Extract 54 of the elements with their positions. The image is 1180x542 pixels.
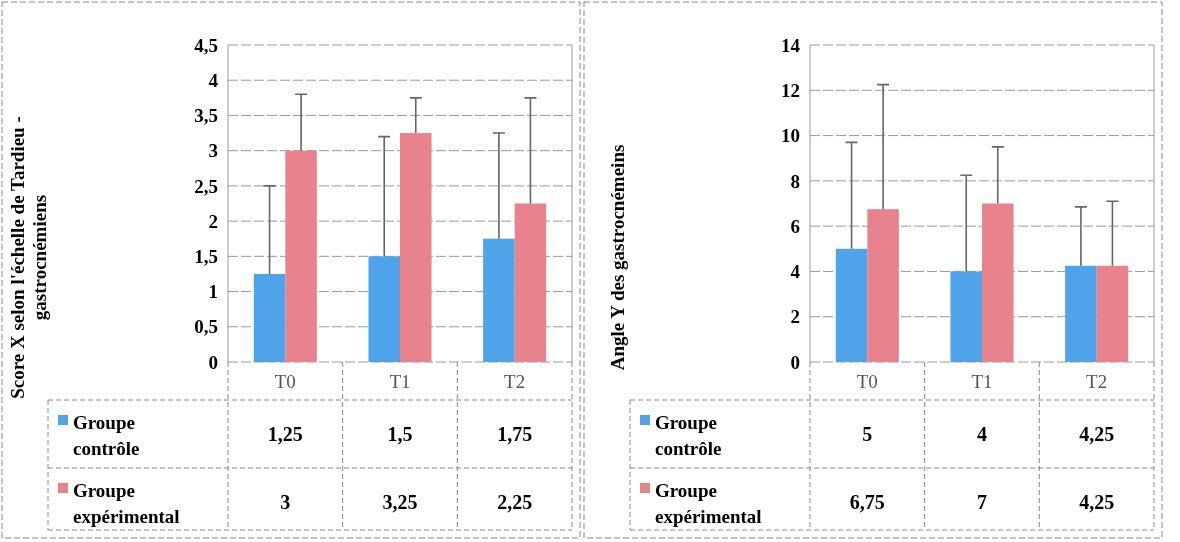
data-label: 2,25: [497, 491, 533, 513]
data-label: 6,75: [849, 491, 885, 513]
y-tick-label: 10: [781, 125, 800, 147]
bar: [1096, 265, 1129, 362]
bar: [253, 273, 286, 362]
data-label: 3,25: [382, 491, 418, 513]
y-axis-title: Angle Y des gastrocnémeins: [607, 144, 628, 371]
bar: [514, 203, 547, 362]
y-tick-label: 3,5: [194, 105, 218, 127]
x-tick-label: T1: [971, 370, 993, 392]
y-tick-label: 1,5: [194, 245, 218, 267]
bar: [483, 238, 515, 362]
y-tick-label: 4: [790, 261, 801, 283]
x-tick-label: T1: [389, 370, 411, 392]
data-label: 5: [862, 423, 873, 445]
y-tick-label: 4,5: [194, 34, 218, 56]
legend-label: Groupe expérimental: [73, 480, 180, 527]
data-label: 1,75: [497, 423, 533, 445]
bar: [285, 150, 317, 362]
bar: [867, 209, 899, 362]
data-label: 4,25: [1079, 423, 1115, 445]
bar: [368, 256, 400, 362]
legend-label: Groupe contrôle: [655, 412, 722, 459]
data-label: 4: [977, 423, 987, 445]
legend-label: Groupe expérimental: [655, 480, 762, 527]
x-tick-label: T2: [1086, 370, 1108, 392]
legend-label: Groupe contrôle: [73, 412, 140, 459]
y-tick-label: 0: [208, 351, 218, 373]
x-tick-label: T0: [856, 370, 878, 392]
y-tick-label: 0: [790, 351, 800, 373]
data-label: 3: [280, 491, 291, 513]
bar: [982, 203, 1014, 362]
y-tick-label: 2: [790, 306, 800, 328]
data-label: 1,5: [387, 423, 413, 445]
data-label: 7: [977, 491, 987, 513]
y-tick-label: 1: [208, 281, 218, 303]
y-tick-label: 6: [790, 215, 800, 237]
bar: [835, 248, 868, 362]
y-tick-label: 12: [781, 79, 800, 101]
bar: [1065, 265, 1097, 362]
data-label: 1,25: [267, 423, 303, 445]
bar: [400, 133, 432, 362]
y-tick-label: 3: [208, 140, 218, 162]
data-label: 4,25: [1079, 491, 1115, 513]
y-tick-label: 14: [781, 34, 801, 56]
y-tick-label: 0,5: [194, 316, 218, 338]
y-tick-label: 8: [790, 170, 800, 192]
y-tick-label: 2,5: [194, 175, 218, 197]
bar: [950, 271, 982, 362]
x-tick-label: T0: [274, 370, 296, 392]
x-tick-label: T2: [504, 370, 526, 392]
y-axis-title: Score X selon l'échelle de Tardieu - gastrocnémiens: [7, 116, 50, 399]
y-tick-label: 4: [208, 69, 219, 91]
y-tick-label: 2: [208, 210, 218, 232]
